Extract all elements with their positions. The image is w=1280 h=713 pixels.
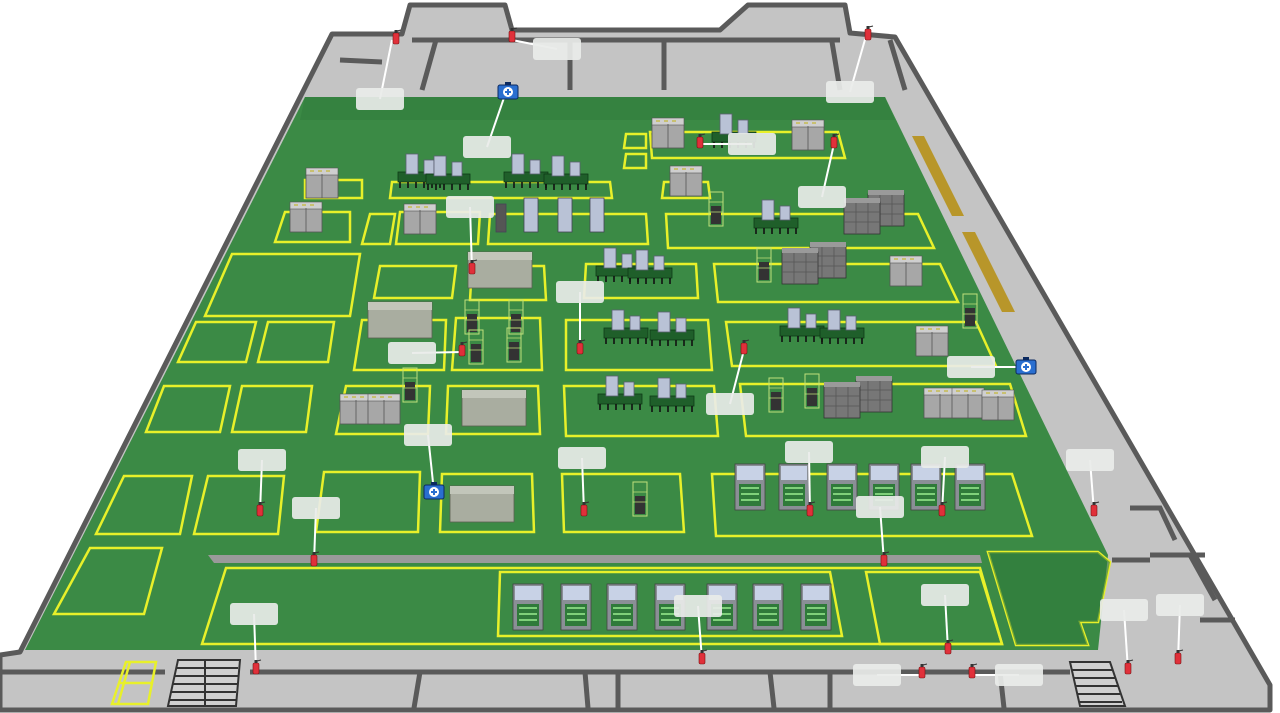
callout-label-box[interactable]	[388, 342, 436, 364]
callout-label-box[interactable]	[921, 446, 969, 468]
callout-label-box[interactable]	[556, 281, 604, 303]
factory-floor-shade	[300, 97, 895, 120]
callout-label-box[interactable]	[853, 664, 901, 686]
callout-label-box[interactable]	[995, 664, 1043, 686]
stairwell-left	[166, 659, 242, 707]
callout-label-box[interactable]	[856, 496, 904, 518]
callout-label-box[interactable]	[404, 424, 452, 446]
hazard-stripes	[912, 136, 1015, 312]
parking-marking	[110, 660, 158, 706]
bottom-corridor-walls	[0, 669, 1070, 709]
callout-label-box[interactable]	[356, 88, 404, 110]
top-room-walls	[339, 37, 908, 91]
callout-label-box[interactable]	[674, 595, 722, 617]
first-aid-kit-icon[interactable]	[1015, 356, 1037, 375]
callout-label-box[interactable]	[230, 603, 278, 625]
callout-label-box[interactable]	[785, 441, 833, 463]
callout-label-box[interactable]	[238, 449, 286, 471]
bottom-corridor	[208, 555, 982, 563]
callout-label-box[interactable]	[1156, 594, 1204, 616]
callout-label-box[interactable]	[1100, 599, 1148, 621]
callout-label-box[interactable]	[826, 81, 874, 103]
callout-label-box[interactable]	[292, 497, 340, 519]
callout-label-box[interactable]	[947, 356, 995, 378]
callout-label-box[interactable]	[533, 38, 581, 60]
first-aid-kit-icon[interactable]	[423, 481, 445, 500]
callout-label-box[interactable]	[728, 133, 776, 155]
callout-label-box[interactable]	[706, 393, 754, 415]
right-corridor-walls	[1112, 505, 1235, 623]
callout-label-box[interactable]	[921, 584, 969, 606]
first-aid-kit-icon[interactable]	[497, 81, 519, 100]
special-zone-fill	[988, 552, 1110, 645]
callout-label-box[interactable]	[798, 186, 846, 208]
pillars	[495, 197, 605, 233]
callout-label-box[interactable]	[1066, 449, 1114, 471]
callout-label-box[interactable]	[463, 136, 511, 158]
stairwell-right	[1068, 661, 1127, 707]
callout-label-box[interactable]	[558, 447, 606, 469]
callout-label-box[interactable]	[446, 196, 494, 218]
